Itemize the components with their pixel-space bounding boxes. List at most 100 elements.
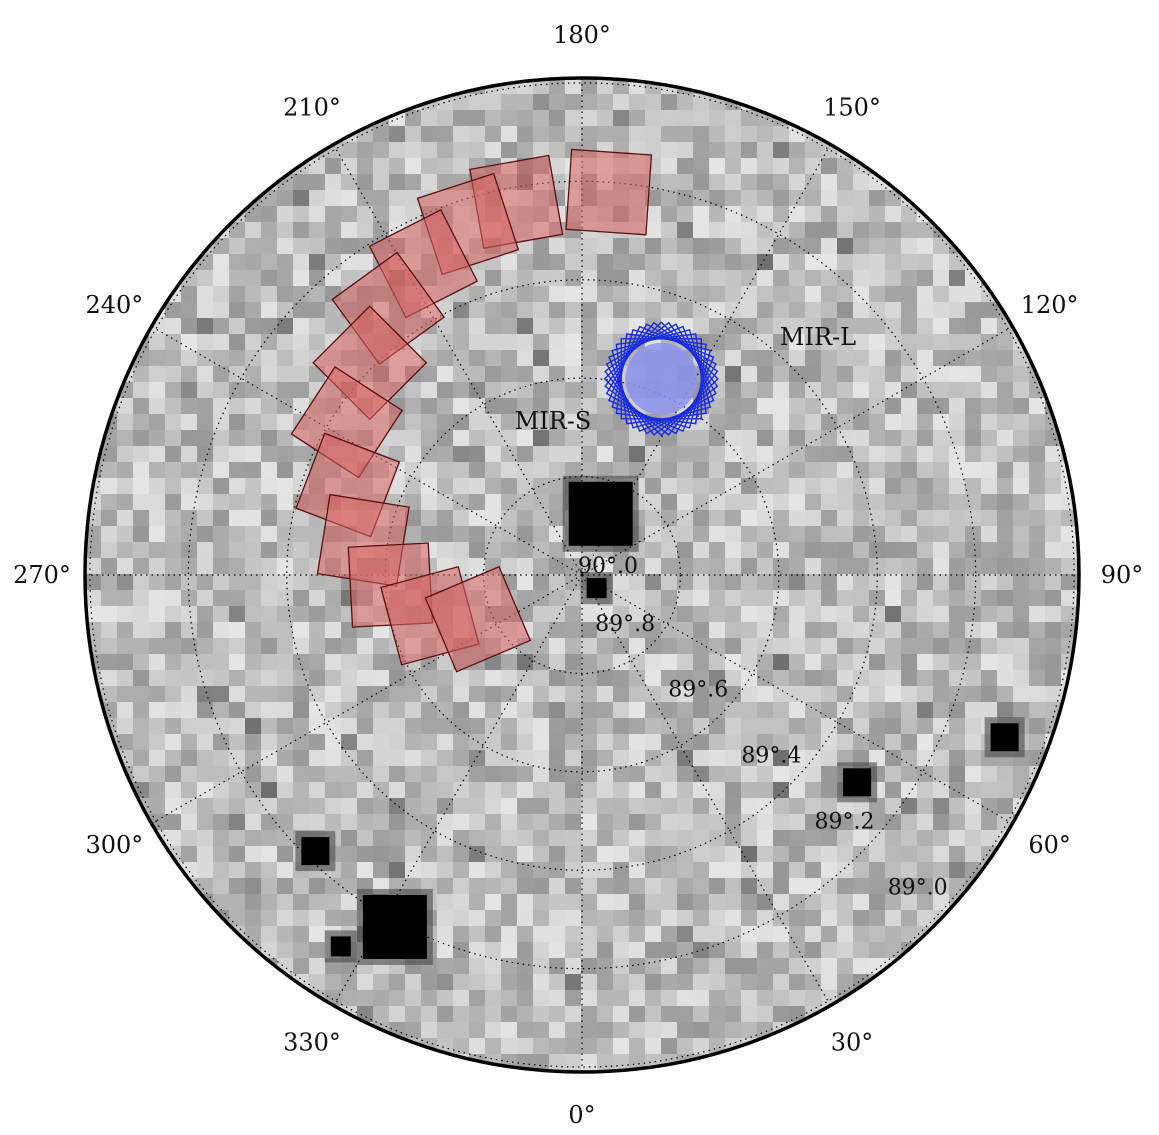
sky-pixel <box>1045 526 1061 542</box>
sky-pixel <box>645 206 661 222</box>
sky-pixel <box>565 302 581 318</box>
sky-pixel <box>293 942 309 958</box>
bright-source <box>586 578 607 599</box>
sky-pixel <box>725 78 741 94</box>
sky-pixel <box>1045 494 1061 510</box>
sky-pixel <box>405 734 421 750</box>
sky-pixel <box>885 590 901 606</box>
mir-s-field <box>615 333 707 425</box>
dec-grid-circle <box>286 279 878 871</box>
dec-tick-label: 89°.2 <box>815 809 875 834</box>
sky-pixel <box>373 174 389 190</box>
sky-pixel <box>389 670 405 686</box>
sky-pixel <box>149 766 165 782</box>
sky-pixel <box>965 366 981 382</box>
sky-pixel <box>725 814 741 830</box>
sky-pixel <box>597 638 613 654</box>
sky-pixel <box>181 350 197 366</box>
sky-pixel <box>517 1038 533 1054</box>
sky-pixel <box>677 286 693 302</box>
sky-pixel <box>149 686 165 702</box>
sky-pixel <box>421 718 437 734</box>
sky-pixel <box>773 174 789 190</box>
sky-pixel <box>949 750 965 766</box>
sky-pixel <box>885 238 901 254</box>
sky-pixel <box>197 750 213 766</box>
sky-pixel <box>517 734 533 750</box>
sky-pixel <box>709 430 725 446</box>
sky-pixel <box>709 734 725 750</box>
sky-pixel <box>517 686 533 702</box>
sky-pixel <box>661 302 677 318</box>
sky-pixel <box>725 590 741 606</box>
sky-pixel <box>309 526 325 542</box>
sky-pixel <box>501 478 517 494</box>
sky-pixel <box>85 702 101 718</box>
sky-pixel <box>789 574 805 590</box>
sky-pixel <box>437 702 453 718</box>
sky-pixel <box>533 366 549 382</box>
sky-pixel <box>677 462 693 478</box>
sky-pixel <box>789 254 805 270</box>
sky-pixel <box>677 670 693 686</box>
sky-pixel <box>485 462 501 478</box>
sky-pixel <box>261 862 277 878</box>
sky-pixel <box>341 766 357 782</box>
sky-pixel <box>757 526 773 542</box>
sky-pixel <box>709 798 725 814</box>
sky-pixel <box>709 206 725 222</box>
sky-pixel <box>629 254 645 270</box>
sky-pixel <box>549 94 565 110</box>
sky-pixel <box>1013 382 1029 398</box>
sky-pixel <box>821 318 837 334</box>
sky-pixel <box>981 670 997 686</box>
sky-pixel <box>741 766 757 782</box>
sky-pixel <box>677 878 693 894</box>
sky-pixel <box>389 734 405 750</box>
sky-pixel <box>645 734 661 750</box>
sky-pixel <box>229 686 245 702</box>
sky-pixel <box>485 1022 501 1038</box>
sky-pixel <box>901 222 917 238</box>
sky-pixel <box>677 126 693 142</box>
ra-grid-line <box>581 574 832 1006</box>
sky-pixel <box>469 686 485 702</box>
sky-pixel <box>981 542 997 558</box>
sky-pixel <box>853 878 869 894</box>
sky-pixel <box>405 718 421 734</box>
sky-pixel <box>581 686 597 702</box>
sky-pixel <box>773 414 789 430</box>
sky-pixel <box>613 830 629 846</box>
sky-pixel <box>613 654 629 670</box>
sky-pixel <box>517 382 533 398</box>
ra-tick-label: 0° <box>568 1101 595 1129</box>
sky-pixel <box>533 238 549 254</box>
sky-pixel <box>469 446 485 462</box>
sky-pixel <box>709 190 725 206</box>
sky-pixel <box>757 158 773 174</box>
sky-pixel <box>965 750 981 766</box>
sky-pixel <box>117 510 133 526</box>
sky-pixel <box>645 222 661 238</box>
sky-pixel <box>661 830 677 846</box>
sky-pixel <box>549 798 565 814</box>
sky-pixel <box>885 318 901 334</box>
sky-pixel <box>597 718 613 734</box>
sky-pixel <box>725 270 741 286</box>
sky-pixel <box>725 254 741 270</box>
sky-pixel <box>245 398 261 414</box>
sky-pixel <box>469 974 485 990</box>
sky-pixel <box>613 606 629 622</box>
sky-pixel <box>645 782 661 798</box>
sky-pixel <box>885 846 901 862</box>
sky-pixel <box>149 750 165 766</box>
sky-pixel <box>725 670 741 686</box>
sky-pixel <box>693 862 709 878</box>
sky-pixel <box>469 734 485 750</box>
sky-pixel <box>357 830 373 846</box>
sky-pixel <box>917 670 933 686</box>
sky-pixel <box>197 846 213 862</box>
sky-pixel <box>773 942 789 958</box>
sky-pixel <box>469 478 485 494</box>
sky-pixel <box>517 302 533 318</box>
